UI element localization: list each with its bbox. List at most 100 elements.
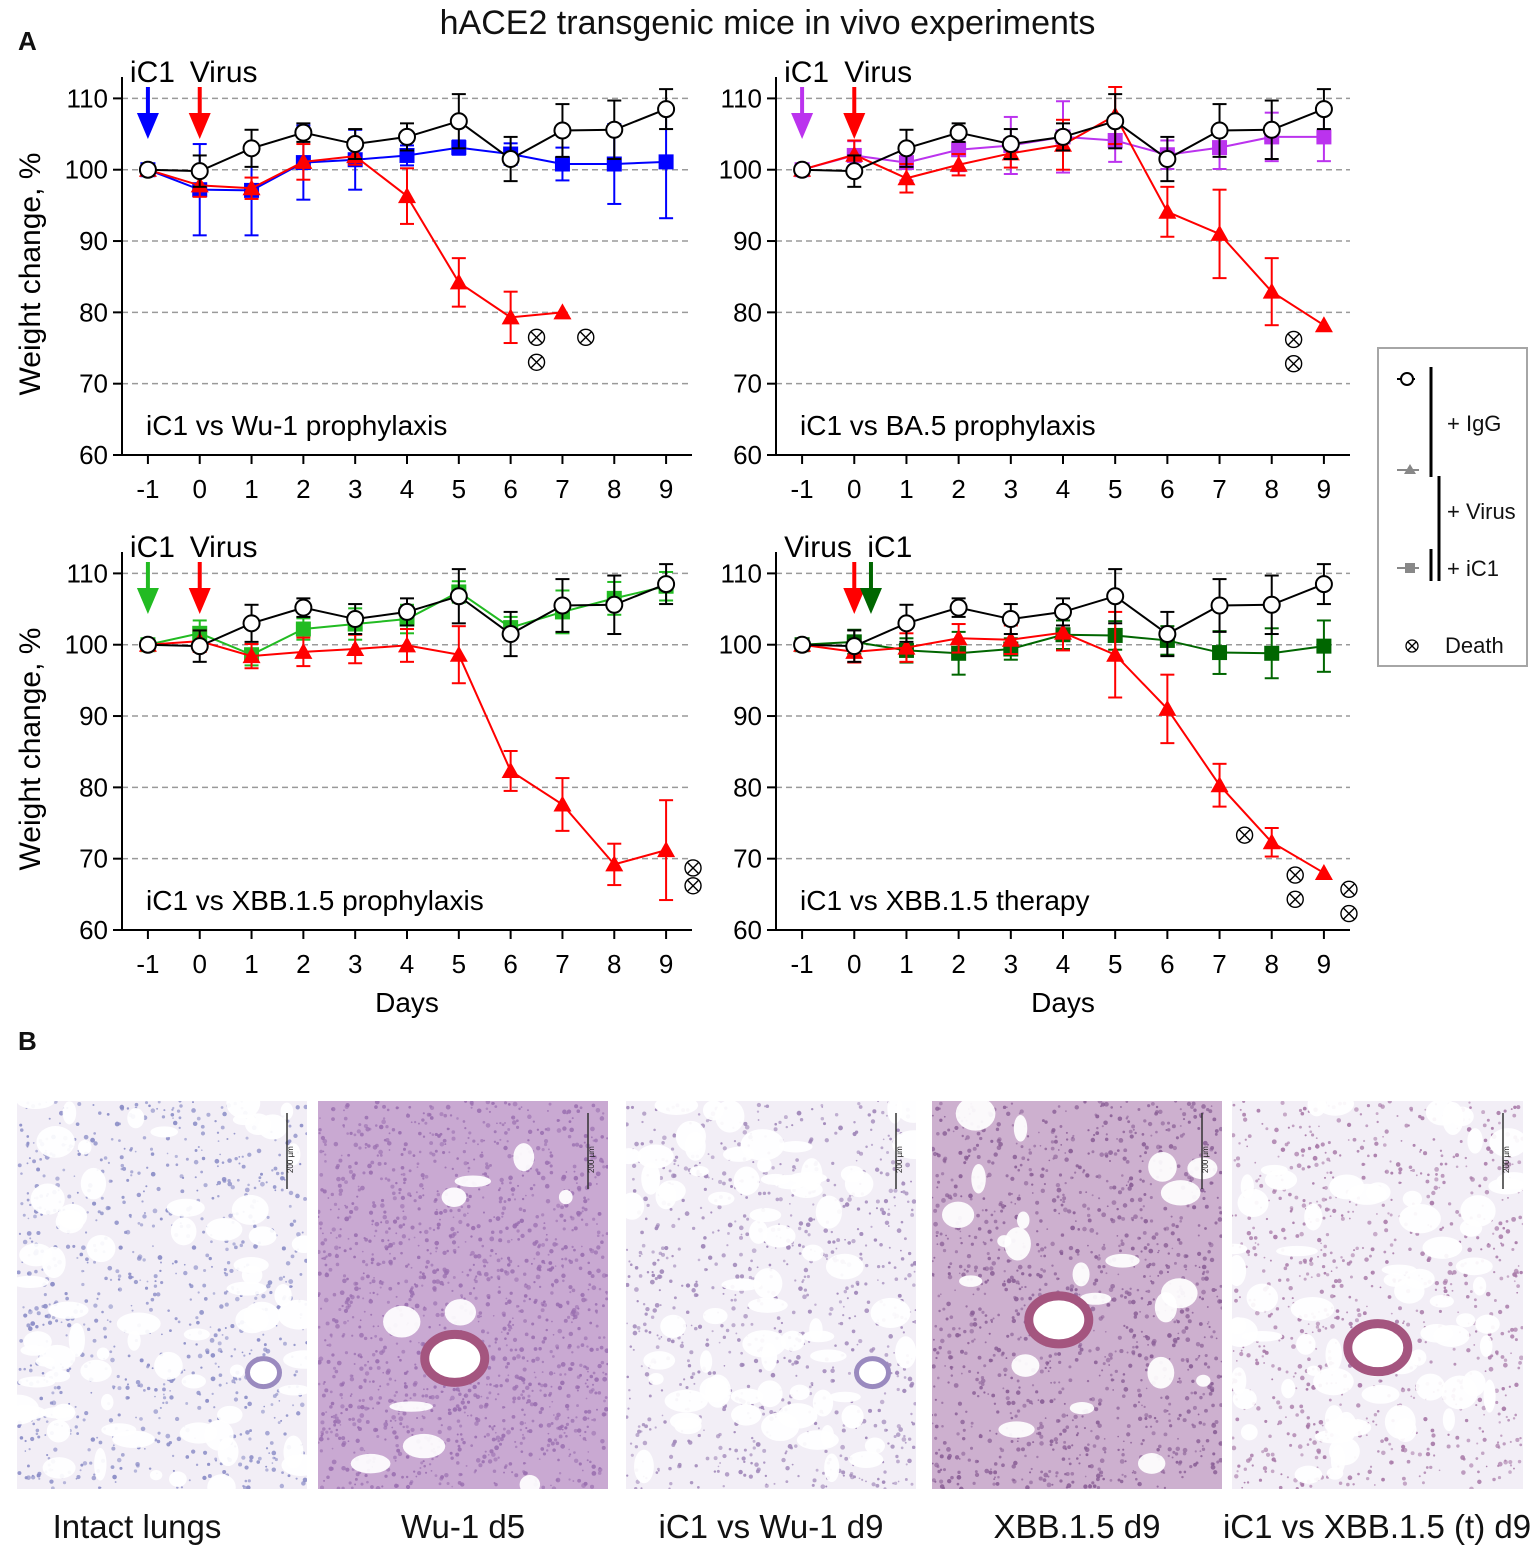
- data-point: [501, 761, 520, 778]
- x-tick-label: 2: [296, 949, 310, 979]
- arrow-head-icon: [843, 588, 866, 614]
- x-tick-label: 8: [1264, 474, 1278, 504]
- x-tick-label: 9: [659, 474, 673, 504]
- death-marker-icon: [1286, 890, 1304, 909]
- y-tick-label: 60: [733, 440, 762, 470]
- data-point: [501, 625, 520, 644]
- x-tick-label: 2: [951, 949, 965, 979]
- y-tick-label: 60: [733, 915, 762, 945]
- legend: + IgG + Virus + iC1 Death: [1377, 347, 1528, 667]
- data-point: [1264, 645, 1280, 661]
- data-point: [138, 160, 157, 179]
- legend-label-death: Death: [1445, 633, 1504, 658]
- caption-intact-lungs: Intact lungs: [52, 1508, 222, 1545]
- data-point: [1212, 645, 1228, 661]
- y-tick-label: 100: [65, 155, 108, 185]
- data-point: [346, 610, 365, 629]
- data-point: [1262, 120, 1281, 139]
- data-point: [897, 139, 916, 158]
- x-tick-label: 1: [244, 474, 258, 504]
- airway: [854, 1356, 891, 1390]
- data-point: [949, 155, 968, 172]
- death-marker-icon: [684, 877, 702, 895]
- y-tick-label: 70: [733, 369, 762, 399]
- death-marker-icon: [1340, 904, 1358, 923]
- data-point: [606, 156, 622, 172]
- death-marker-icon: [684, 859, 702, 877]
- data-point: [553, 121, 572, 140]
- airway: [245, 1356, 282, 1390]
- data-point: [1158, 150, 1177, 169]
- x-tick-label: 6: [1160, 474, 1174, 504]
- x-tick-label: 8: [607, 474, 621, 504]
- data-point: [1158, 202, 1177, 219]
- y-tick-label: 80: [733, 772, 762, 802]
- y-tick-label: 90: [79, 226, 108, 256]
- data-point: [294, 152, 313, 169]
- x-tick-label: 0: [847, 474, 861, 504]
- data-point: [346, 135, 365, 154]
- scale-bar-label: 200 µm: [1201, 1146, 1210, 1173]
- caption-ic1-vs-xbb-t-d9: iC1 vs XBB.1.5 (t) d9: [1222, 1508, 1532, 1545]
- x-tick-label: 1: [899, 949, 913, 979]
- data-point: [605, 120, 624, 139]
- y-axis-label: Weight change, %: [14, 628, 47, 871]
- data-point: [1314, 863, 1333, 880]
- data-point: [1314, 575, 1333, 594]
- data-point: [1262, 595, 1281, 614]
- data-point: [138, 635, 157, 654]
- x-tick-label: 4: [1056, 474, 1070, 504]
- panel-bottom-right: 60 70 80 90 100 110 -1 0 1 2 3 4 5 6 7 8 9 Days iC1 vs XBB…: [719, 531, 1358, 1018]
- x-tick-label: 2: [296, 474, 310, 504]
- arrow-head-icon: [791, 113, 814, 139]
- x-tick-label: 4: [400, 949, 414, 979]
- data-point: [657, 575, 676, 594]
- data-point: [449, 112, 468, 131]
- scale-bar-label: 200 µm: [587, 1146, 596, 1173]
- data-point: [242, 647, 261, 664]
- data-point: [553, 795, 572, 812]
- y-tick-label: 110: [67, 83, 108, 113]
- histology-texture: 200 µm: [1232, 1101, 1523, 1489]
- x-tick-label: 6: [503, 949, 517, 979]
- data-point: [1001, 630, 1020, 647]
- y-tick-label: 60: [79, 915, 108, 945]
- data-point: [845, 162, 864, 181]
- death-marker-icon: [1340, 880, 1358, 899]
- panel-a-label: A: [18, 26, 37, 56]
- data-point: [553, 596, 572, 615]
- legend-square-icon: [1405, 563, 1415, 573]
- x-tick-label: 1: [899, 474, 913, 504]
- data-point: [1106, 587, 1125, 606]
- data-point: [1001, 610, 1020, 629]
- panel-b-label: B: [18, 1026, 37, 1056]
- airway: [420, 1329, 490, 1387]
- y-tick-label: 70: [79, 844, 108, 874]
- top-label: iC1: [784, 56, 829, 89]
- death-marker-icon: [527, 353, 546, 371]
- top-label: iC1: [130, 531, 175, 564]
- data-point: [398, 636, 416, 653]
- y-tick-label: 80: [79, 772, 108, 802]
- legend-circle-icon: [1400, 372, 1414, 386]
- y-axis-label: Weight change, %: [14, 153, 47, 396]
- y-tick-label: 100: [65, 630, 108, 660]
- death-marker-icon: [1284, 355, 1303, 373]
- top-label: Virus: [784, 531, 852, 564]
- panel-bottom-left: 60 70 80 90 100 110 -1 0 1 2 3 4 5 6 7 8 9 Weight change,…: [14, 531, 702, 1018]
- x-tick-label: 9: [1317, 474, 1331, 504]
- data-point: [449, 587, 468, 606]
- x-tick-label: 6: [1160, 949, 1174, 979]
- data-point: [845, 145, 864, 162]
- x-tick-label: 5: [1108, 949, 1122, 979]
- scale-bar-label: 200 µm: [895, 1146, 904, 1173]
- histology-texture: 200 µm: [318, 1101, 608, 1489]
- data-point: [1316, 129, 1332, 145]
- histology-image-4: 200 µm: [932, 1101, 1222, 1489]
- arrow-head-icon: [136, 113, 159, 139]
- x-tick-label: 9: [659, 949, 673, 979]
- histology-image-2: 200 µm: [318, 1101, 608, 1489]
- legend-label-igg: + IgG: [1447, 411, 1502, 436]
- data-point: [1054, 127, 1072, 146]
- y-tick-label: 70: [79, 369, 108, 399]
